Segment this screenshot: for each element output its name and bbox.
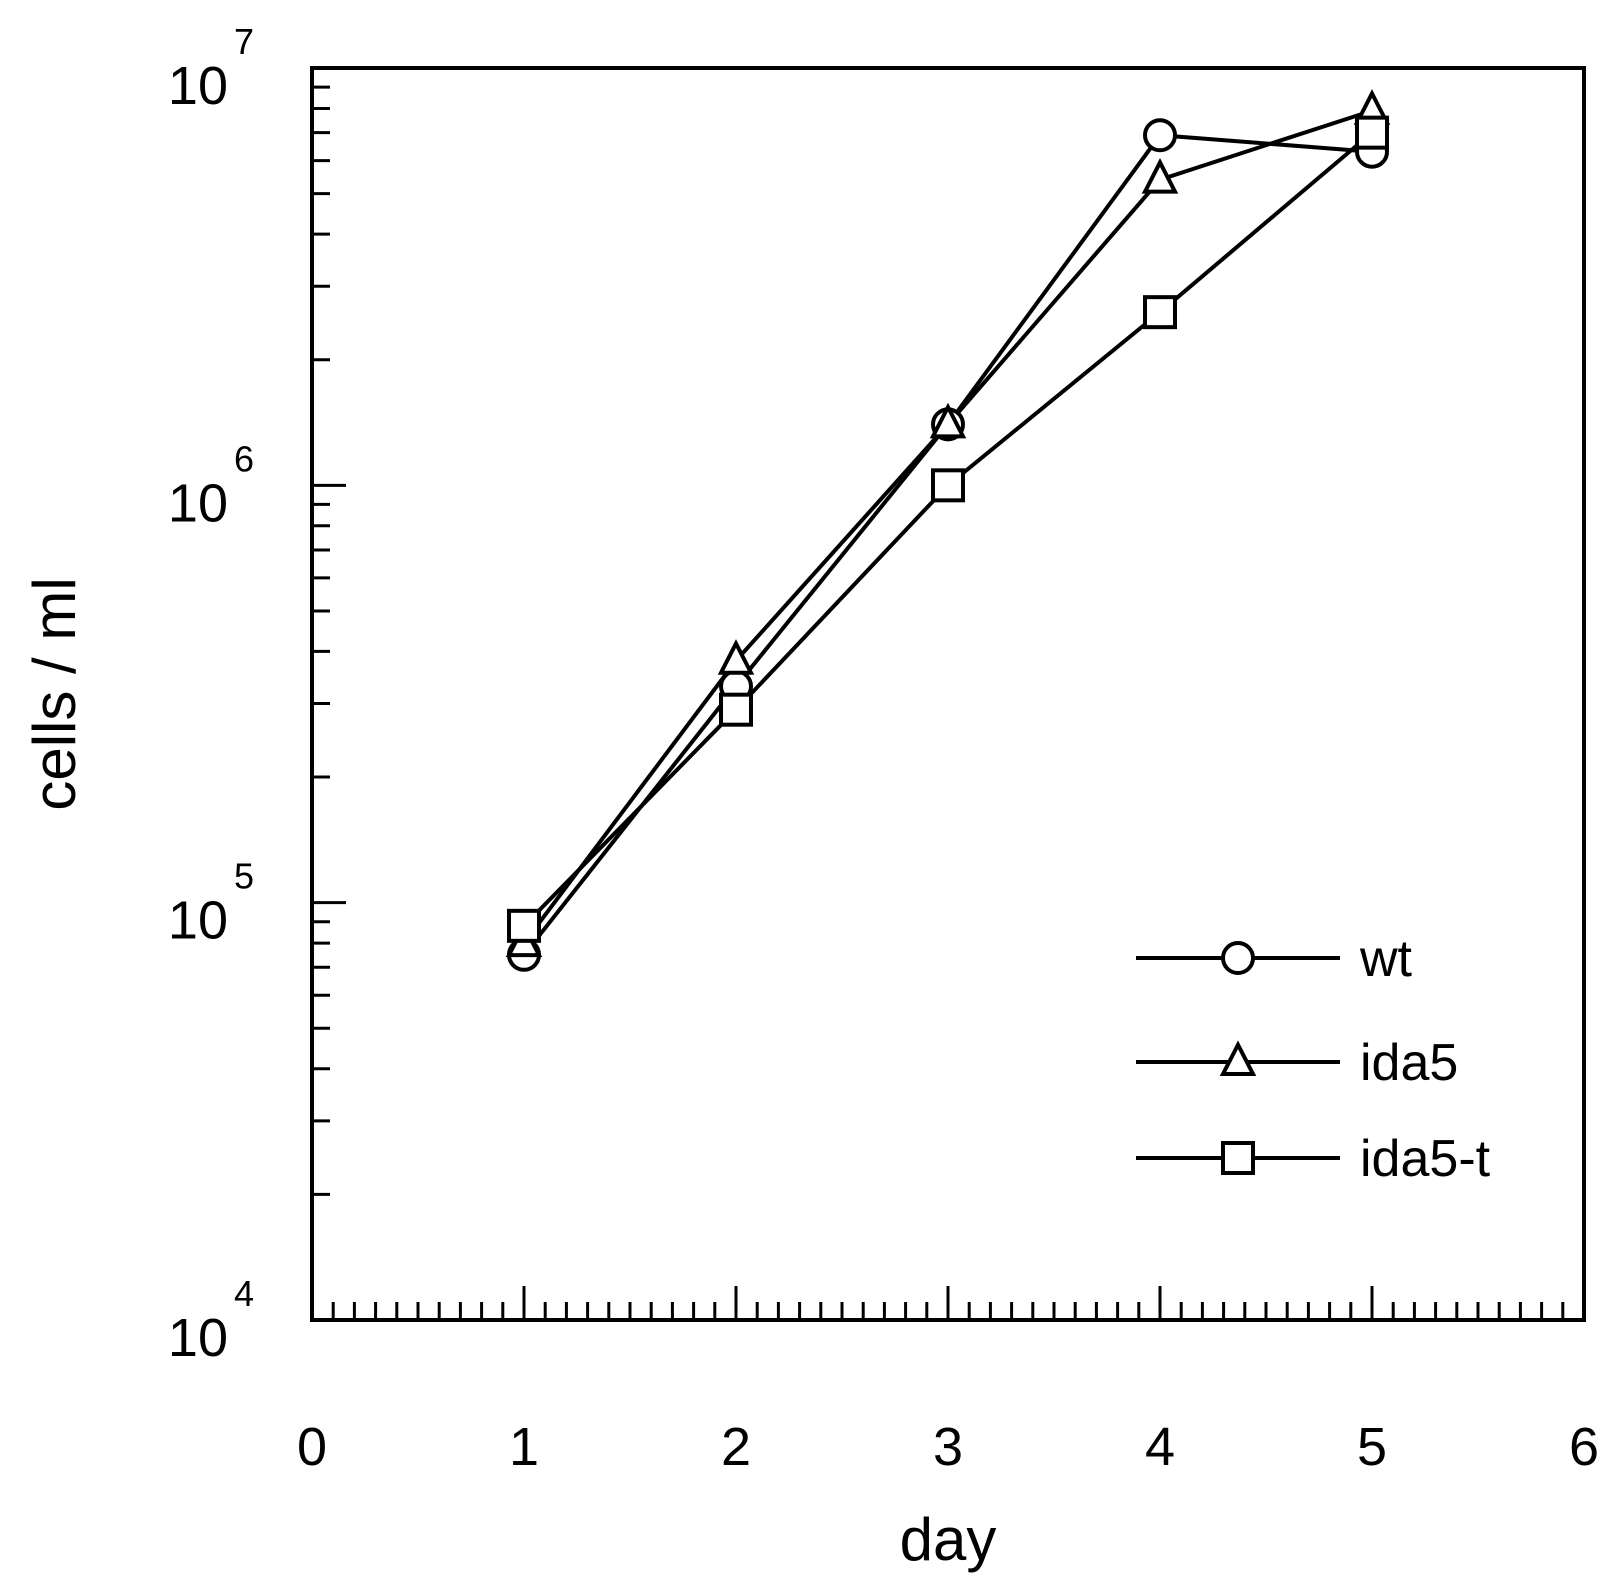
data-point-ida5-t	[507, 908, 541, 943]
legend-label: wt	[1359, 930, 1413, 988]
series-ida5-t	[522, 131, 1374, 928]
x-tick-label: 0	[297, 1417, 327, 1477]
data-point-ida5	[1141, 158, 1179, 194]
y-tick-label-base: 10	[168, 1308, 228, 1368]
series-markers-wt	[507, 118, 1389, 972]
series-line-ida5	[522, 108, 1373, 945]
series-layer	[505, 89, 1391, 972]
x-tick-label: 2	[721, 1417, 751, 1477]
data-point-ida5-t	[931, 468, 965, 503]
x-tick-label: 1	[509, 1417, 539, 1477]
legend-item-ida5-t: ida5-t	[1136, 1130, 1491, 1188]
y-axis-title: cells / ml	[21, 577, 88, 810]
legend-marker-wt	[1221, 941, 1255, 975]
x-axis-title: day	[900, 1506, 997, 1573]
series-line-ida5-t	[522, 131, 1374, 928]
series-markers-ida5-t	[507, 115, 1389, 943]
legend-item-wt: wt	[1136, 930, 1413, 988]
x-tick-label: 3	[933, 1417, 963, 1477]
x-tick-label: 6	[1569, 1417, 1599, 1477]
y-tick-label-exponent: 6	[234, 438, 254, 479]
legend-label: ida5	[1360, 1034, 1458, 1092]
legend: wt ida5 ida5-t	[1136, 930, 1491, 1188]
data-point-ida5	[929, 402, 967, 439]
data-point-ida5-t	[1355, 115, 1389, 150]
series-ida5	[522, 108, 1373, 945]
x-tick-label: 4	[1145, 1417, 1175, 1477]
x-tick-label: 5	[1357, 1417, 1387, 1477]
series-line-wt	[522, 133, 1373, 957]
legend-marker-ida5-t	[1221, 1141, 1255, 1175]
y-tick-label-base: 10	[168, 56, 228, 116]
plot-frame	[310, 66, 1586, 1322]
series-wt	[522, 133, 1373, 957]
y-tick-label-base: 10	[168, 473, 228, 533]
legend-label: ida5-t	[1360, 1130, 1491, 1188]
legend-marker-ida5	[1219, 1040, 1257, 1076]
y-tick-label-base: 10	[168, 891, 228, 951]
x-tick-labels: 0 1 2 3 4 5 6	[297, 1417, 1599, 1477]
data-point-ida5-t	[1143, 295, 1177, 330]
data-point-ida5-t	[719, 692, 753, 727]
data-point-wt	[1143, 118, 1177, 153]
legend-item-ida5: ida5	[1136, 1034, 1458, 1092]
data-point-ida5	[717, 639, 755, 675]
series-markers-ida5	[505, 89, 1391, 958]
y-tick-label-exponent: 4	[234, 1273, 254, 1314]
y-tick-label-exponent: 7	[234, 21, 254, 62]
y-tick-label-exponent: 5	[234, 856, 254, 897]
axis-ticks	[312, 85, 1565, 1320]
